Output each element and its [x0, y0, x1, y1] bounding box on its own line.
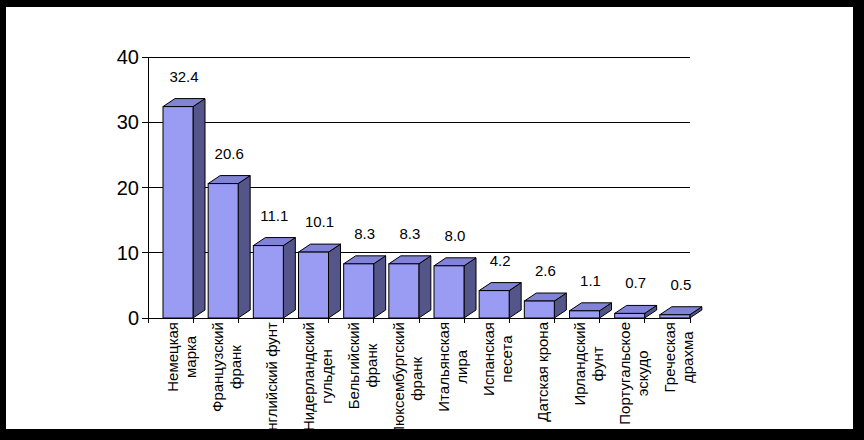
- bar-front-face: [208, 184, 238, 318]
- y-tick-label: 40: [117, 46, 139, 68]
- bar-front-face: [615, 313, 645, 318]
- y-tick-label: 20: [117, 177, 139, 199]
- bar-front-face: [253, 246, 283, 318]
- bar-front-face: [479, 291, 509, 318]
- bar-side-face: [464, 258, 476, 318]
- value-label: 32.4: [169, 68, 198, 85]
- value-label: 8.3: [354, 225, 375, 242]
- y-tick-label: 30: [117, 111, 139, 133]
- value-label: 8.0: [445, 227, 466, 244]
- value-label: 10.1: [305, 213, 334, 230]
- bar-front-face: [344, 264, 374, 318]
- value-label: 0.5: [670, 276, 691, 293]
- chart-canvas: 32.4 20.6 11.1 10.1 8.3 8.3 8.0 4.2 2.6 1.1 0.7 0.5…: [6, 7, 853, 429]
- bar-front-face: [434, 266, 464, 318]
- bar-front-face: [299, 252, 329, 318]
- value-label: 2.6: [535, 262, 556, 279]
- bar-chart-plot: 32.4 20.6 11.1 10.1 8.3 8.3 8.0 4.2 2.6 1.1 0.7 0.5…: [6, 7, 853, 429]
- bar-front-face: [570, 311, 600, 318]
- bar-side-face: [193, 99, 205, 318]
- bar-side-face: [283, 238, 295, 318]
- y-tick-label: 10: [117, 242, 139, 264]
- value-label: 8.3: [399, 225, 420, 242]
- bar-front-face: [389, 264, 419, 318]
- value-label: 11.1: [260, 207, 288, 224]
- bar-side-face: [419, 256, 431, 318]
- bar-side-face: [238, 176, 250, 318]
- value-label: 1.1: [580, 272, 601, 289]
- bar-side-face: [374, 256, 386, 318]
- value-label: 20.6: [215, 145, 244, 162]
- bar-side-face: [329, 244, 341, 318]
- value-label: 4.2: [490, 252, 511, 269]
- bar-front-face: [163, 107, 193, 318]
- value-label: 0.7: [625, 274, 646, 291]
- y-tick-label: 0: [128, 307, 139, 329]
- bar-front-face: [524, 301, 554, 318]
